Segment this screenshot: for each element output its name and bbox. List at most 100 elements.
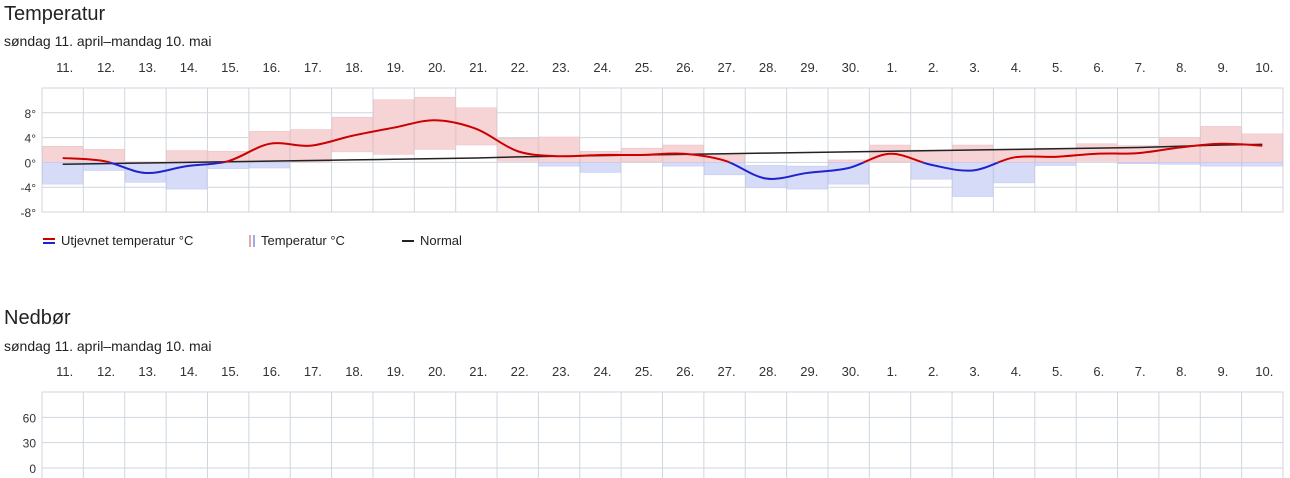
x-tick-label: 12. — [97, 60, 115, 75]
x-tick-label: 30. — [842, 60, 860, 75]
x-tick-label: 6. — [1093, 60, 1104, 75]
y-tick-label: 0 — [29, 462, 36, 476]
legend-normal-label: Normal — [420, 233, 462, 248]
temperature-bar-below-zero — [704, 162, 745, 176]
temperature-bar-below-zero — [249, 162, 290, 169]
x-tick-label: 24. — [593, 364, 611, 379]
x-tick-label: 8. — [1176, 60, 1187, 75]
x-tick-label: 10. — [1255, 60, 1273, 75]
x-tick-label: 13. — [138, 60, 156, 75]
x-tick-label: 5. — [1052, 60, 1063, 75]
temperature-bar-below-zero — [828, 162, 870, 185]
smoothed-temperature-line-above-zero — [62, 119, 1263, 163]
temperature-bar-above-zero — [455, 107, 497, 146]
y-tick-label: -8° — [21, 206, 37, 220]
precipitation-title: Nedbør — [4, 307, 71, 329]
x-tick-label: 23. — [552, 364, 570, 379]
y-tick-label: 0° — [25, 156, 37, 170]
x-tick-label: 28. — [759, 60, 777, 75]
x-tick-label: 9. — [1218, 60, 1229, 75]
precipitation-chart: 11. 12. 13. 14. 15. 16. 17. 18. 19. 20. 21. 22. 23. 2… — [23, 364, 1284, 478]
x-tick-label: 7. — [1135, 60, 1146, 75]
x-tick-label: 18. — [345, 60, 363, 75]
x-tick-label: 23. — [552, 60, 570, 75]
temperature-bar-above-zero — [952, 144, 994, 163]
x-tick-label: 13. — [138, 364, 156, 379]
temperature-bar-below-zero — [1117, 162, 1159, 164]
temperature-bar-below-zero — [1241, 162, 1283, 167]
temperature-bar-below-zero — [1200, 162, 1242, 167]
temperature-bar-above-zero — [414, 97, 456, 150]
x-tick-label: 21. — [469, 364, 487, 379]
x-tick-label: 19. — [387, 60, 405, 75]
x-tick-label: 17. — [304, 364, 322, 379]
legend-smoothed-label: Utjevnet temperatur °C — [61, 233, 194, 248]
precipitation-subtitle: søndag 11. april–mandag 10. mai — [4, 338, 212, 354]
x-tick-label: 12. — [97, 364, 115, 379]
x-tick-label: 7. — [1135, 364, 1146, 379]
x-tick-label: 15. — [221, 364, 239, 379]
y-tick-label: 30 — [23, 437, 37, 451]
temperature-bar-above-zero — [249, 131, 290, 163]
legend-normal[interactable]: Normal — [402, 233, 462, 248]
temperature-subtitle: søndag 11. april–mandag 10. mai — [4, 33, 212, 49]
x-tick-label: 6. — [1093, 364, 1104, 379]
x-tick-label: 26. — [676, 60, 694, 75]
x-tick-label: 16. — [262, 364, 280, 379]
temperature-bar-above-zero — [331, 116, 373, 153]
x-tick-label: 1. — [887, 60, 898, 75]
x-tick-label: 25. — [635, 60, 653, 75]
x-tick-label: 14. — [180, 60, 198, 75]
temperature-bar-below-zero — [745, 165, 787, 189]
x-tick-label: 2. — [928, 60, 939, 75]
x-tick-label: 4. — [1011, 60, 1022, 75]
legend-smoothed[interactable]: Utjevnet temperatur °C — [43, 233, 193, 248]
temperature-bar-below-zero — [1035, 162, 1076, 166]
x-tick-label: 14. — [180, 364, 198, 379]
x-tick-label: 27. — [718, 364, 736, 379]
x-tick-label: 11. — [56, 60, 73, 75]
temperature-chart: 11. 12. 13. 14. 15. 16. 17. 18. 19. 20. 21. 22. 23. 2… — [21, 60, 1284, 220]
x-tick-label: 22. — [511, 60, 529, 75]
temperature-bar-below-zero — [580, 162, 621, 173]
x-tick-label: 10. — [1255, 364, 1273, 379]
temperature-bar-above-zero — [42, 146, 84, 163]
range-bar-swatch-icon — [249, 234, 255, 247]
temperature-title: Temperatur — [4, 3, 106, 25]
x-tick-label: 21. — [469, 60, 487, 75]
temperature-bar-above-zero — [1076, 143, 1118, 162]
x-tick-label: 26. — [676, 364, 694, 379]
x-tick-label: 3. — [969, 60, 980, 75]
x-tick-label: 3. — [969, 364, 980, 379]
y-tick-label: 4° — [25, 132, 37, 146]
x-tick-label: 4. — [1011, 364, 1022, 379]
x-tick-label: 20. — [428, 60, 446, 75]
temperature-bar-above-zero — [166, 150, 208, 163]
x-tick-label: 9. — [1218, 364, 1229, 379]
legend-temperature[interactable]: Temperatur °C — [249, 233, 345, 248]
temperature-bar-below-zero — [786, 165, 828, 190]
x-tick-label: 27. — [718, 60, 736, 75]
x-tick-label: 2. — [928, 364, 939, 379]
x-tick-label: 28. — [759, 364, 777, 379]
x-tick-label: 8. — [1176, 364, 1187, 379]
temperature-bar-above-zero — [538, 136, 580, 163]
legend-temperature-label: Temperatur °C — [261, 233, 345, 248]
x-tick-label: 15. — [221, 60, 239, 75]
x-tick-label: 1. — [887, 364, 898, 379]
temperature-bar-above-zero — [1241, 133, 1283, 163]
temperature-bar-below-zero — [42, 162, 84, 185]
x-tick-label: 29. — [800, 364, 818, 379]
x-tick-label: 29. — [800, 60, 818, 75]
x-tick-label: 5. — [1052, 364, 1063, 379]
y-tick-label: 8° — [25, 107, 37, 121]
x-tick-label: 30. — [842, 364, 860, 379]
normal-line-swatch-icon — [402, 239, 414, 242]
x-tick-label: 25. — [635, 364, 653, 379]
temperature-bar-below-zero — [538, 162, 580, 167]
temperature-bar-below-zero — [662, 162, 704, 167]
temperature-bar-above-zero — [497, 137, 539, 162]
x-tick-label: 17. — [304, 60, 322, 75]
x-tick-label: 20. — [428, 364, 446, 379]
x-tick-label: 16. — [262, 60, 280, 75]
